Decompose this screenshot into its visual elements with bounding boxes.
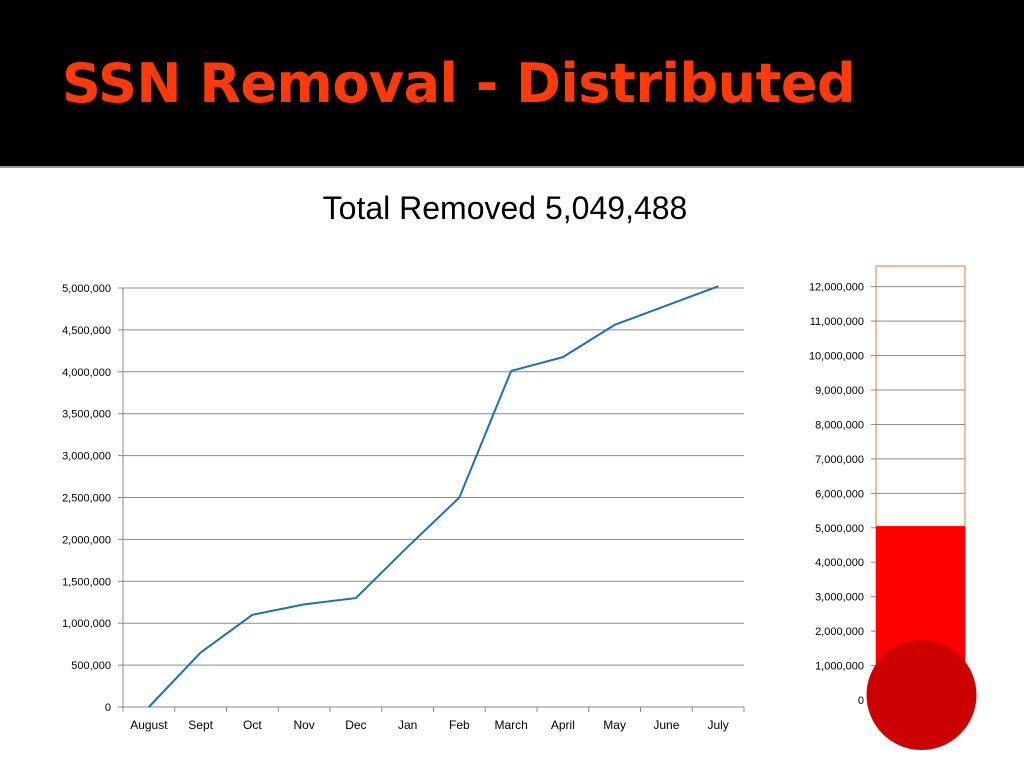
y-tick-label: 8,000,000 <box>815 419 864 431</box>
slide-title: SSN Removal - Distributed <box>62 52 856 115</box>
title-bar: SSN Removal - Distributed <box>0 0 1024 160</box>
x-tick-label: August <box>130 718 168 732</box>
x-tick-label: March <box>494 718 527 732</box>
y-tick-label: 10,000,000 <box>809 351 864 363</box>
thermometer-chart: 0 1,000,000 2,000,000 3,000,000 4,000,000 5,0… <box>809 265 977 750</box>
x-tick-label: April <box>551 718 575 732</box>
y-tick-label: 1,000,000 <box>62 618 111 630</box>
x-tick-label: Feb <box>449 718 470 732</box>
x-tick-label: Oct <box>243 718 262 732</box>
thermometer-bulb <box>866 640 977 750</box>
y-tick-label: 12,000,000 <box>809 282 864 294</box>
y-tick-label: 3,000,000 <box>62 451 111 463</box>
title-divider <box>0 160 1024 168</box>
x-tick-label: Jan <box>398 718 417 732</box>
x-tick-label: July <box>707 718 728 732</box>
y-tick-label: 0 <box>105 702 111 714</box>
y-tick-label: 5,000,000 <box>815 523 864 535</box>
x-tick-label: Dec <box>345 718 366 732</box>
y-tick-label: 2,000,000 <box>62 534 111 546</box>
y-tick-label: 11,000,000 <box>810 316 864 328</box>
y-tick-label: 5,000,000 <box>62 283 111 295</box>
chart-subtitle: Total Removed 5,049,488 <box>322 190 688 226</box>
y-tick-label: 500,000 <box>71 660 111 672</box>
y-tick-label: 4,500,000 <box>62 325 111 337</box>
y-tick-label: 2,000,000 <box>815 626 864 638</box>
y-tick-label: 1,000,000 <box>815 661 864 673</box>
y-tick-label: 2,500,000 <box>62 493 111 505</box>
y-tick-label: 4,000,000 <box>815 557 864 569</box>
y-tick-label: 4,000,000 <box>62 367 111 379</box>
y-tick-label: 9,000,000 <box>815 385 864 397</box>
y-tick-label: 6,000,000 <box>815 488 864 500</box>
x-tick-label: Sept <box>188 718 213 732</box>
y-tick-label: 3,000,000 <box>815 592 864 604</box>
x-tick-label: Nov <box>293 718 314 732</box>
series-line <box>148 285 719 708</box>
x-tick-label: June <box>653 718 679 732</box>
y-tick-label: 1,500,000 <box>62 576 111 588</box>
line-chart: 0 500,000 1,000,000 1,500,000 2,000,000 2,500… <box>62 283 745 732</box>
y-tick-label: 0 <box>858 695 864 707</box>
x-tick-label: May <box>603 718 626 732</box>
y-tick-label: 3,500,000 <box>62 409 111 421</box>
y-tick-label: 7,000,000 <box>815 454 864 466</box>
